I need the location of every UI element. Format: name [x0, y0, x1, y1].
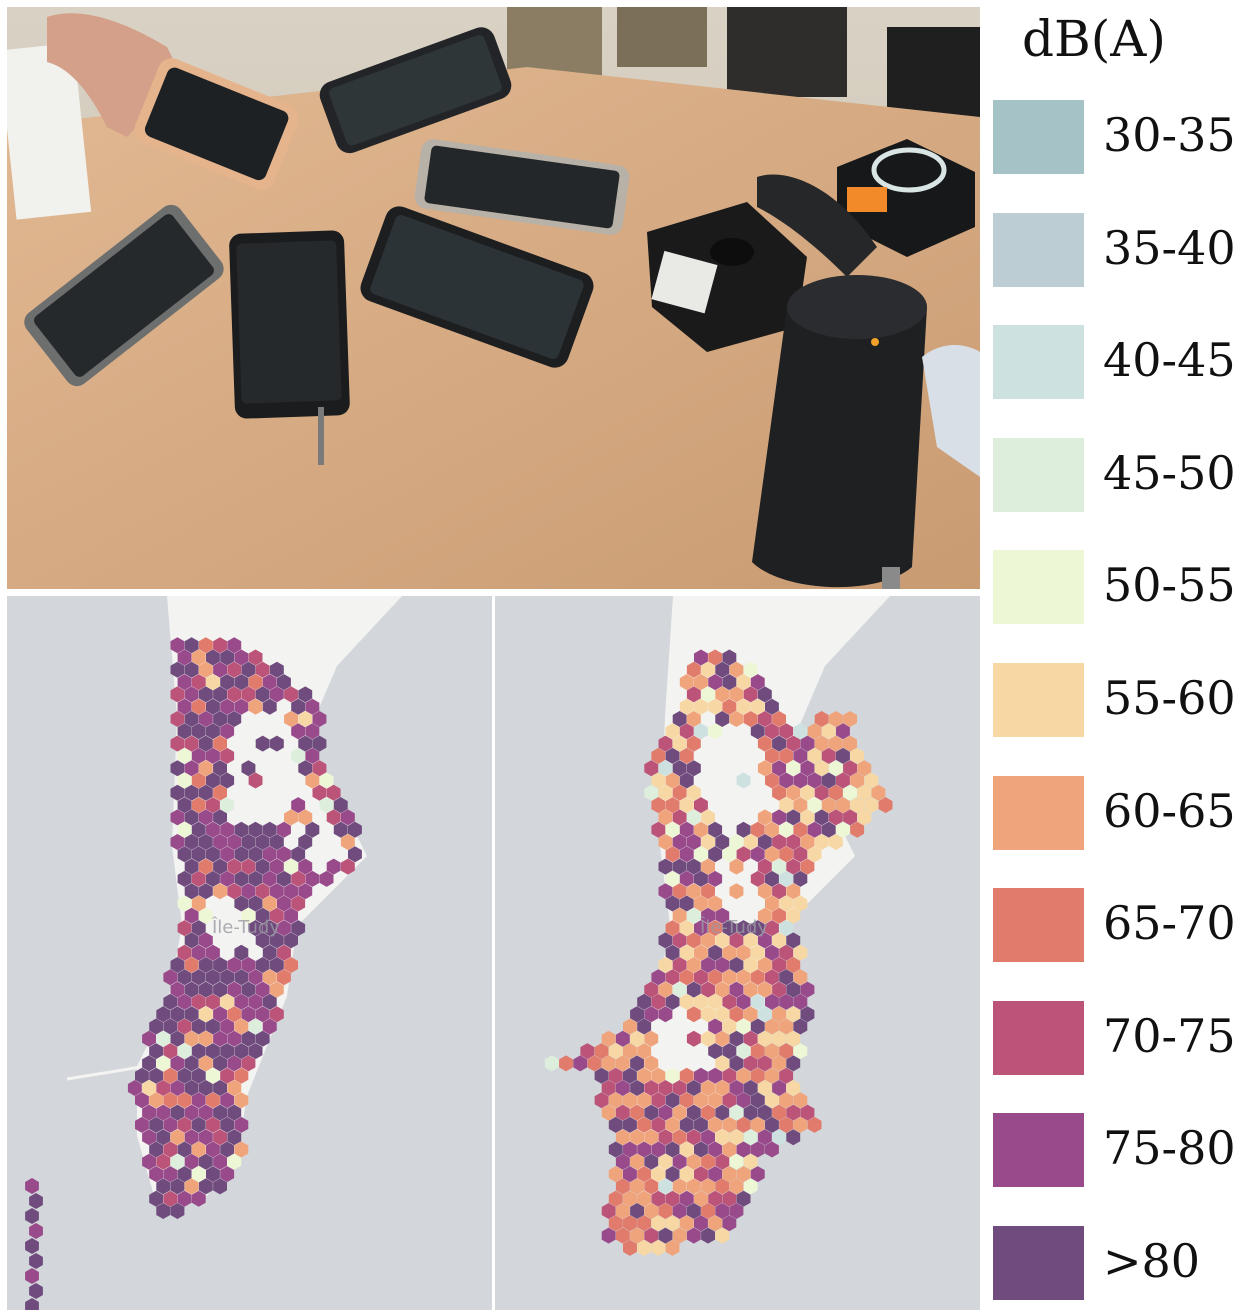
legend-label: 65-70 — [1103, 900, 1236, 946]
legend-item: 55-60 — [993, 663, 1243, 737]
legend-swatch — [993, 1001, 1084, 1075]
legend-item: 45-50 — [993, 438, 1243, 512]
legend-label: 55-60 — [1103, 675, 1236, 721]
legend-label: 35-40 — [1103, 225, 1236, 271]
legend-swatch — [993, 776, 1084, 850]
legend-item: 40-45 — [993, 325, 1243, 399]
legend-item: 60-65 — [993, 776, 1243, 850]
legend-label: 75-80 — [1103, 1125, 1236, 1171]
legend-item: 35-40 — [993, 213, 1243, 287]
place-label: Île-Tudy — [699, 916, 768, 938]
legend-swatch — [993, 325, 1084, 399]
legend-label: 40-45 — [1103, 337, 1236, 383]
legend-swatch — [993, 213, 1084, 287]
map-left-canvas: Île-Tudy — [7, 596, 492, 1310]
legend-swatch — [993, 1113, 1084, 1187]
photo-illustration — [7, 7, 980, 589]
legend-item: 75-80 — [993, 1113, 1243, 1187]
measurement-setup-photo — [7, 7, 980, 589]
legend-swatch — [993, 100, 1084, 174]
legend-item: 70-75 — [993, 1001, 1243, 1075]
map-right-canvas: Île-Tudy — [495, 596, 980, 1310]
legend-title: dB(A) — [1022, 14, 1166, 64]
legend-item: 65-70 — [993, 888, 1243, 962]
legend-item: 50-55 — [993, 550, 1243, 624]
legend-label: 70-75 — [1103, 1013, 1236, 1059]
legend-label: 60-65 — [1103, 788, 1236, 834]
noise-map-left: Île-Tudy — [7, 596, 492, 1310]
noise-map-right: Île-Tudy — [495, 596, 980, 1310]
legend-label: 30-35 — [1103, 112, 1236, 158]
legend-swatch — [993, 663, 1084, 737]
legend-label: 50-55 — [1103, 562, 1236, 608]
legend-swatch — [993, 438, 1084, 512]
legend-label: 45-50 — [1103, 450, 1236, 496]
place-label: Île-Tudy — [211, 916, 280, 938]
legend-swatch — [993, 550, 1084, 624]
legend-swatch — [993, 888, 1084, 962]
legend-item: 30-35 — [993, 100, 1243, 174]
legend-item: >80 — [993, 1226, 1243, 1300]
phone-5 — [229, 230, 350, 419]
legend-swatch — [993, 1226, 1084, 1300]
legend-label: >80 — [1103, 1238, 1200, 1284]
